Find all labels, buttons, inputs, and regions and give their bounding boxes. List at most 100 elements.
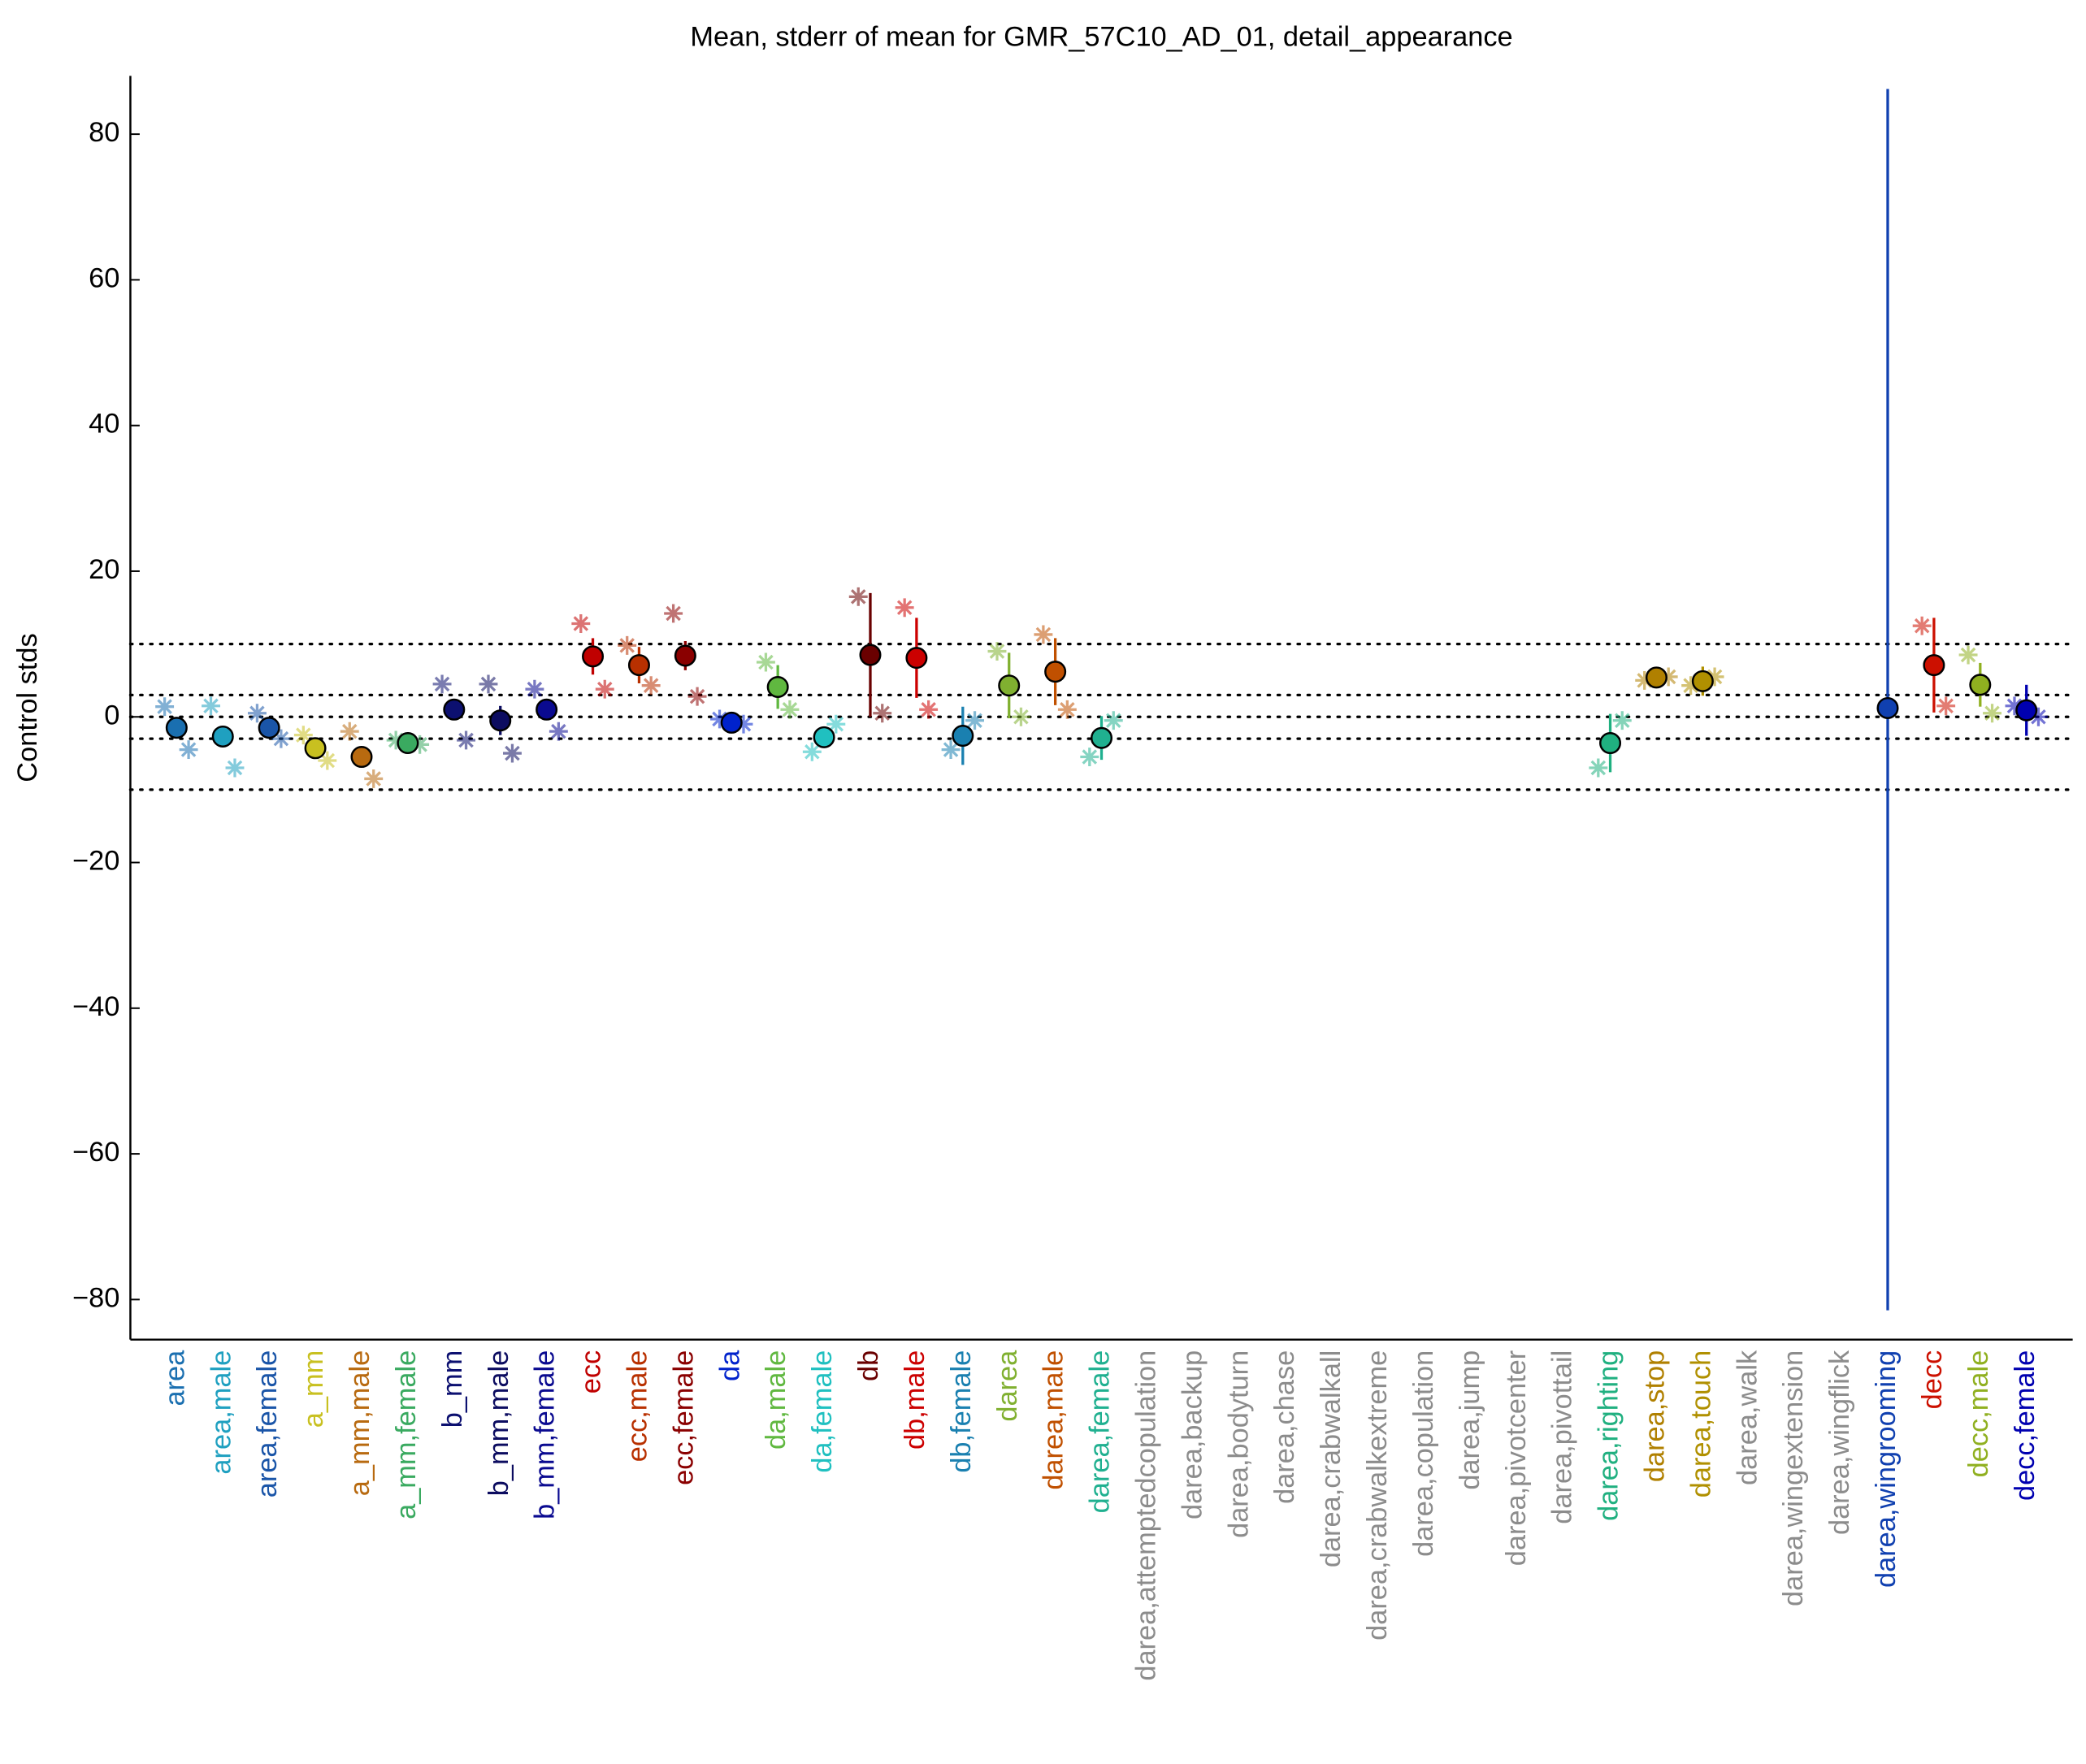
y-tick-label: −40 [72,991,119,1022]
x-tick-label: ecc,male [622,1350,653,1462]
asterisk [664,604,683,623]
x-tick-label: darea,pivotcenter [1501,1350,1532,1567]
y-tick-label: −20 [72,846,119,877]
asterisk [1983,704,2002,723]
asterisk [479,674,498,694]
x-tick-label: darea [992,1350,1023,1422]
asterisk [549,722,568,741]
mean-marker [674,644,696,667]
x-tick-label: darea,crabwalkall [1316,1350,1347,1567]
asterisk [364,769,384,788]
asterisk [919,700,939,719]
mean-marker [165,717,188,739]
asterisk [179,740,198,760]
asterisk [687,687,707,706]
mean-marker [1599,732,1622,755]
x-tick-label: area [159,1350,190,1406]
x-tick-label: da,female [807,1350,838,1473]
asterisk [1912,616,1932,635]
x-tick-label: decc,male [1963,1350,1994,1478]
asterisk [1681,676,1701,696]
x-tick-label: darea,backup [1177,1350,1208,1519]
chart-title: Mean, stderr of mean for GMR_57C10_AD_01… [690,22,1512,53]
mean-marker [2015,699,2038,722]
x-tick-label: decc [1917,1350,1948,1410]
mean-marker [582,645,605,668]
asterisk [502,743,522,763]
asterisk [965,711,984,730]
asterisk [895,598,914,618]
mean-marker [998,674,1021,697]
asterisk [848,587,868,606]
asterisk [802,742,822,761]
asterisk [618,635,637,655]
x-tick-label: darea,pivottail [1547,1350,1578,1524]
x-tick-label: darea,wingrooming [1871,1350,1902,1588]
asterisk [410,735,430,754]
asterisk [1057,700,1077,719]
x-tick-label: area,male [206,1350,236,1475]
asterisk [2005,696,2024,716]
asterisk [1104,711,1123,730]
asterisk [595,679,614,699]
mean-marker [1923,654,1945,677]
mean-marker [766,675,789,698]
asterisk [2028,707,2048,726]
mean-marker [1876,696,1899,719]
asterisk [1705,667,1724,687]
mean-marker [304,737,327,760]
y-axis-label: Control stds [12,633,43,782]
x-tick-label: b_mm,male [484,1350,514,1496]
x-tick-label: darea,wingflick [1824,1350,1855,1535]
asterisk [318,751,337,770]
x-tick-label: ecc [576,1350,607,1393]
x-tick-label: darea,righting [1594,1350,1624,1521]
mean-marker [1969,674,1992,696]
x-tick-label: a_mm,female [391,1350,422,1519]
asterisk [571,614,591,633]
asterisk [1080,748,1099,767]
x-tick-label: darea,male [1039,1350,1069,1490]
y-tick-label: −80 [72,1282,119,1313]
mean-marker [813,726,835,748]
y-tick-label: 80 [89,117,119,148]
asterisk [710,709,729,729]
mean-marker [627,654,650,677]
mean-marker [258,717,280,739]
mean-marker [443,698,466,721]
mean-marker [952,725,974,748]
mean-marker [905,647,928,670]
asterisk [1589,758,1608,778]
x-tick-label: db [853,1350,884,1381]
asterisk [155,697,175,717]
asterisk [1011,707,1030,726]
asterisk [734,714,753,734]
x-tick-label: db,female [946,1350,977,1473]
x-tick-label: ecc,female [668,1350,699,1485]
asterisk [247,704,267,723]
asterisk [1635,670,1654,690]
mean-marker [489,709,512,732]
asterisk [340,722,359,741]
mean-marker [536,698,558,721]
y-tick-label: 0 [104,700,119,730]
mean-marker [1691,670,1714,692]
asterisk [780,700,800,719]
mean-marker [211,725,234,748]
y-tick-label: 60 [89,262,119,293]
asterisk [271,729,291,748]
asterisk [225,758,245,778]
x-tick-label: darea,copulation [1408,1350,1439,1557]
asterisk [293,726,313,745]
asterisk [1034,625,1053,644]
mean-marker [1645,666,1667,689]
mean-marker [720,711,743,734]
asterisk [756,652,775,672]
x-tick-label: darea,stop [1640,1350,1671,1482]
x-tick-label: db,male [900,1350,930,1450]
x-tick-label: da [714,1350,745,1381]
x-tick-label: a_mm [298,1350,329,1428]
asterisk [641,676,661,696]
mean-marker [350,746,373,769]
x-tick-label: darea,female [1085,1350,1116,1514]
